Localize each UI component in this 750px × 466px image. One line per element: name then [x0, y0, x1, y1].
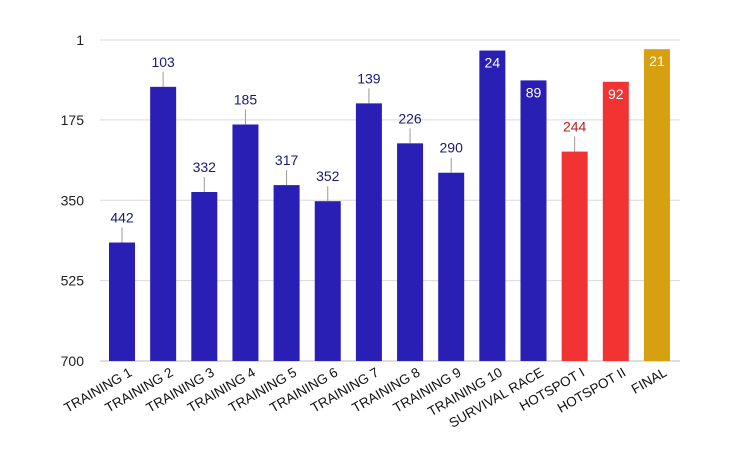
value-label: 317	[275, 152, 299, 168]
value-label: 24	[485, 55, 501, 71]
bar	[520, 80, 547, 361]
bar	[314, 201, 341, 361]
value-label: 226	[398, 110, 422, 126]
bar	[150, 86, 177, 362]
bar	[561, 151, 588, 361]
y-tick-label: 525	[61, 273, 85, 289]
y-tick-label: 700	[61, 353, 85, 369]
bar	[479, 50, 506, 362]
y-axis-tick-labels: 1 175 350 525 700	[61, 32, 85, 369]
y-tick-label: 350	[61, 192, 85, 208]
value-label: 139	[357, 70, 381, 86]
gridlines	[100, 39, 680, 362]
value-label: 290	[440, 140, 464, 156]
category-label: FINAL	[629, 364, 670, 396]
bar	[602, 81, 629, 361]
bar	[438, 172, 465, 361]
value-label: 332	[193, 159, 217, 175]
value-label: 21	[649, 53, 665, 69]
value-label: 103	[151, 54, 175, 70]
value-label: 92	[608, 86, 624, 102]
bars	[109, 49, 670, 362]
bar	[355, 103, 382, 362]
bar	[273, 185, 300, 361]
value-labels: 442 103 332 185 317 352 139 226 290 24 89 244 92 21	[110, 53, 665, 243]
value-label: 442	[110, 210, 134, 226]
y-tick-label: 1	[76, 32, 84, 48]
value-label: 185	[234, 91, 258, 107]
y-tick-label: 175	[61, 112, 85, 128]
bar	[643, 49, 670, 362]
bar	[232, 124, 259, 361]
value-label: 352	[316, 168, 340, 184]
value-label: 89	[526, 84, 542, 100]
bar	[191, 192, 218, 361]
value-label: 244	[563, 119, 587, 135]
bar	[397, 143, 424, 361]
bar	[109, 242, 135, 361]
